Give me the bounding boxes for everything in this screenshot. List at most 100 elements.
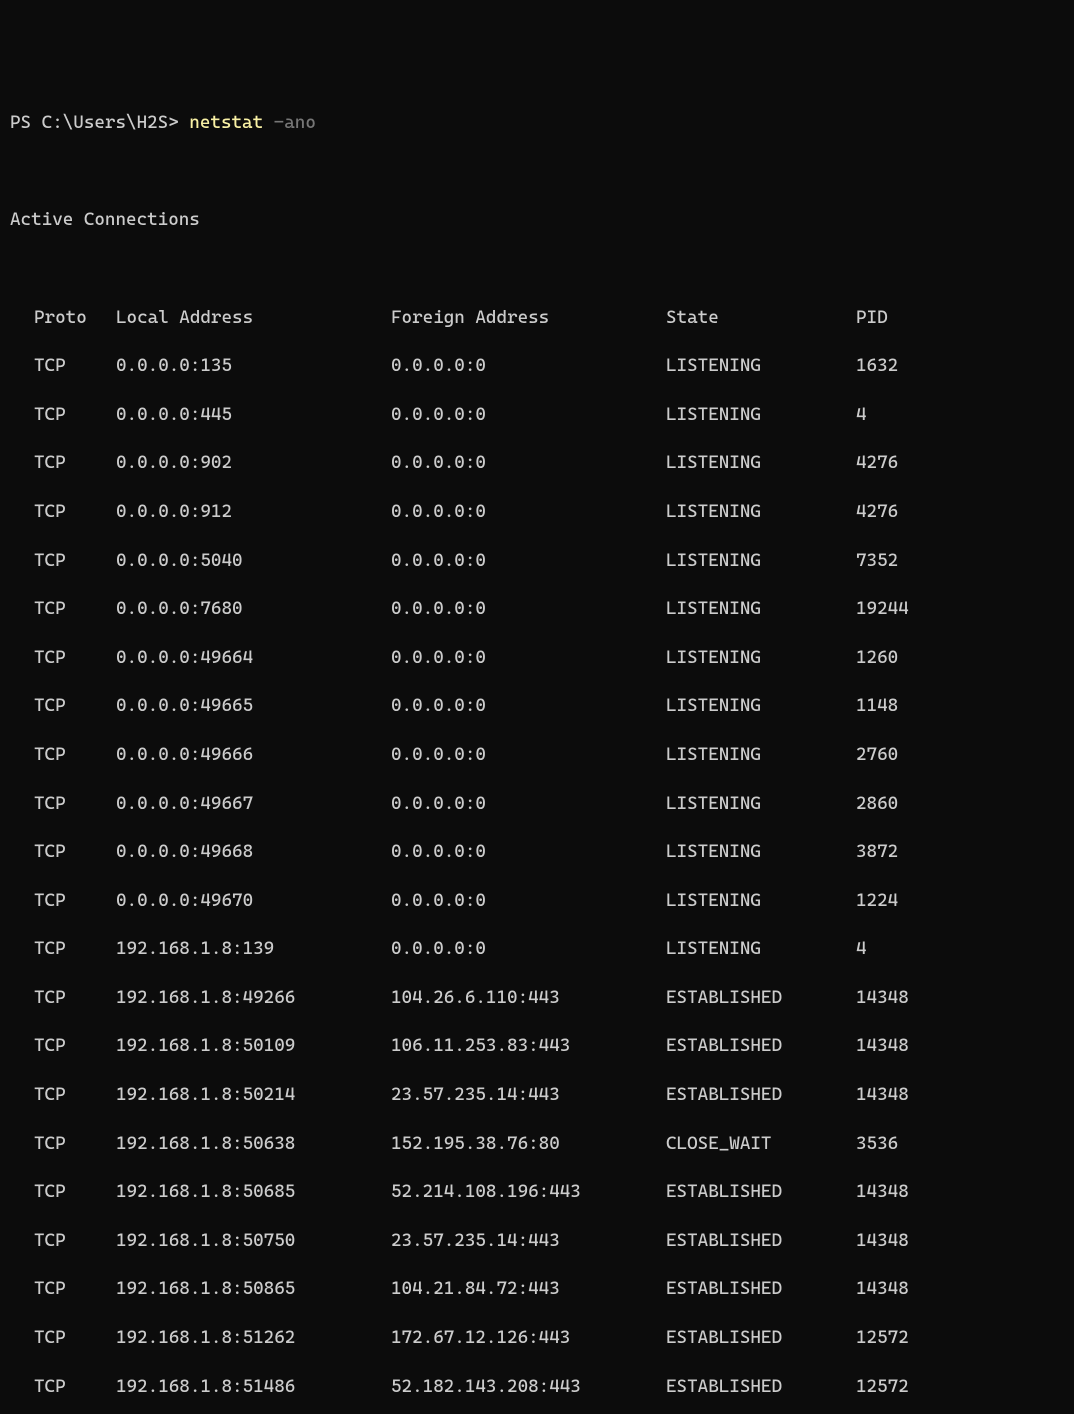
blank-line bbox=[10, 160, 1064, 184]
cell-local-address: 192.168.1.8:51262 bbox=[116, 1326, 391, 1350]
cell-local-address: 0.0.0.0:912 bbox=[116, 500, 391, 524]
cell-foreign-address: 172.67.12.126:443 bbox=[391, 1326, 666, 1350]
header-local: Local Address bbox=[116, 306, 391, 330]
cell-pid: 4276 bbox=[856, 451, 898, 475]
cell-local-address: 192.168.1.8:50750 bbox=[116, 1229, 391, 1253]
cell-proto: TCP bbox=[34, 354, 116, 378]
cell-foreign-address: 0.0.0.0:0 bbox=[391, 840, 666, 864]
cell-local-address: 0.0.0.0:902 bbox=[116, 451, 391, 475]
cell-pid: 1148 bbox=[856, 694, 898, 718]
table-row: TCP0.0.0.0:496670.0.0.0:0LISTENING2860 bbox=[10, 792, 1064, 816]
cell-proto: TCP bbox=[34, 1326, 116, 1350]
cell-foreign-address: 104.26.6.110:443 bbox=[391, 986, 666, 1010]
header-pid: PID bbox=[856, 306, 888, 330]
cell-state: ESTABLISHED bbox=[666, 1229, 856, 1253]
cell-foreign-address: 0.0.0.0:0 bbox=[391, 549, 666, 573]
cell-local-address: 0.0.0.0:49665 bbox=[116, 694, 391, 718]
table-header-row: ProtoLocal AddressForeign AddressStatePI… bbox=[10, 306, 1064, 330]
cell-state: ESTABLISHED bbox=[666, 1180, 856, 1204]
cell-state: ESTABLISHED bbox=[666, 1326, 856, 1350]
header-state: State bbox=[666, 306, 856, 330]
cell-proto: TCP bbox=[34, 694, 116, 718]
cell-local-address: 0.0.0.0:445 bbox=[116, 403, 391, 427]
cell-proto: TCP bbox=[34, 792, 116, 816]
cell-state: LISTENING bbox=[666, 694, 856, 718]
cell-local-address: 192.168.1.8:139 bbox=[116, 937, 391, 961]
cell-local-address: 192.168.1.8:50638 bbox=[116, 1132, 391, 1156]
table-row: TCP192.168.1.8:50865104.21.84.72:443ESTA… bbox=[10, 1277, 1064, 1301]
cell-local-address: 0.0.0.0:49666 bbox=[116, 743, 391, 767]
table-row: TCP0.0.0.0:4450.0.0.0:0LISTENING4 bbox=[10, 403, 1064, 427]
table-body: TCP0.0.0.0:1350.0.0.0:0LISTENING1632 TCP… bbox=[10, 354, 1064, 1414]
cell-foreign-address: 0.0.0.0:0 bbox=[391, 889, 666, 913]
table-row: TCP0.0.0.0:496650.0.0.0:0LISTENING1148 bbox=[10, 694, 1064, 718]
cell-pid: 14348 bbox=[856, 1229, 909, 1253]
cell-foreign-address: 0.0.0.0:0 bbox=[391, 354, 666, 378]
cell-state: LISTENING bbox=[666, 937, 856, 961]
cell-pid: 2760 bbox=[856, 743, 898, 767]
cell-foreign-address: 52.214.108.196:443 bbox=[391, 1180, 666, 1204]
cell-pid: 7352 bbox=[856, 549, 898, 573]
cell-state: LISTENING bbox=[666, 840, 856, 864]
cell-proto: TCP bbox=[34, 986, 116, 1010]
table-row: TCP0.0.0.0:496700.0.0.0:0LISTENING1224 bbox=[10, 889, 1064, 913]
prompt-line[interactable]: PS C:\Users\H2S> netstat -ano bbox=[10, 111, 1064, 135]
cell-state: LISTENING bbox=[666, 743, 856, 767]
cell-pid: 4 bbox=[856, 403, 867, 427]
section-title: Active Connections bbox=[10, 208, 1064, 232]
table-row: TCP0.0.0.0:9020.0.0.0:0LISTENING4276 bbox=[10, 451, 1064, 475]
table-row: TCP0.0.0.0:1350.0.0.0:0LISTENING1632 bbox=[10, 354, 1064, 378]
table-row: TCP192.168.1.8:51262172.67.12.126:443EST… bbox=[10, 1326, 1064, 1350]
table-row: TCP192.168.1.8:49266104.26.6.110:443ESTA… bbox=[10, 986, 1064, 1010]
cell-pid: 4 bbox=[856, 937, 867, 961]
cell-foreign-address: 0.0.0.0:0 bbox=[391, 597, 666, 621]
cell-local-address: 0.0.0.0:49670 bbox=[116, 889, 391, 913]
cell-pid: 14348 bbox=[856, 1083, 909, 1107]
cell-local-address: 0.0.0.0:49668 bbox=[116, 840, 391, 864]
table-row: TCP192.168.1.8:50109106.11.253.83:443EST… bbox=[10, 1034, 1064, 1058]
cell-pid: 14348 bbox=[856, 1277, 909, 1301]
table-row: TCP0.0.0.0:9120.0.0.0:0LISTENING4276 bbox=[10, 500, 1064, 524]
cell-proto: TCP bbox=[34, 597, 116, 621]
table-row: TCP192.168.1.8:5075023.57.235.14:443ESTA… bbox=[10, 1229, 1064, 1253]
cell-proto: TCP bbox=[34, 1180, 116, 1204]
cell-state: ESTABLISHED bbox=[666, 986, 856, 1010]
cell-local-address: 0.0.0.0:49667 bbox=[116, 792, 391, 816]
cell-local-address: 192.168.1.8:50685 bbox=[116, 1180, 391, 1204]
cell-state: LISTENING bbox=[666, 646, 856, 670]
cell-foreign-address: 23.57.235.14:443 bbox=[391, 1229, 666, 1253]
cell-proto: TCP bbox=[34, 1083, 116, 1107]
cell-state: LISTENING bbox=[666, 889, 856, 913]
cell-foreign-address: 0.0.0.0:0 bbox=[391, 694, 666, 718]
cell-pid: 1224 bbox=[856, 889, 898, 913]
cell-proto: TCP bbox=[34, 840, 116, 864]
header-proto: Proto bbox=[34, 306, 116, 330]
table-row: TCP0.0.0.0:496680.0.0.0:0LISTENING3872 bbox=[10, 840, 1064, 864]
cell-state: LISTENING bbox=[666, 549, 856, 573]
cell-foreign-address: 0.0.0.0:0 bbox=[391, 743, 666, 767]
cell-foreign-address: 23.57.235.14:443 bbox=[391, 1083, 666, 1107]
cell-proto: TCP bbox=[34, 889, 116, 913]
table-row: TCP192.168.1.8:1390.0.0.0:0LISTENING4 bbox=[10, 937, 1064, 961]
cell-proto: TCP bbox=[34, 937, 116, 961]
cell-pid: 3872 bbox=[856, 840, 898, 864]
cell-pid: 2860 bbox=[856, 792, 898, 816]
table-row: TCP192.168.1.8:50638152.195.38.76:80CLOS… bbox=[10, 1132, 1064, 1156]
cell-state: ESTABLISHED bbox=[666, 1083, 856, 1107]
cell-local-address: 0.0.0.0:7680 bbox=[116, 597, 391, 621]
cell-foreign-address: 52.182.143.208:443 bbox=[391, 1375, 666, 1399]
cell-foreign-address: 0.0.0.0:0 bbox=[391, 451, 666, 475]
cell-state: ESTABLISHED bbox=[666, 1277, 856, 1301]
cell-local-address: 192.168.1.8:50109 bbox=[116, 1034, 391, 1058]
table-row: TCP0.0.0.0:496640.0.0.0:0LISTENING1260 bbox=[10, 646, 1064, 670]
table-row: TCP192.168.1.8:5148652.182.143.208:443ES… bbox=[10, 1375, 1064, 1399]
blank-line bbox=[10, 257, 1064, 281]
cell-proto: TCP bbox=[34, 403, 116, 427]
cell-proto: TCP bbox=[34, 1132, 116, 1156]
cell-pid: 19244 bbox=[856, 597, 909, 621]
cell-proto: TCP bbox=[34, 451, 116, 475]
cell-foreign-address: 0.0.0.0:0 bbox=[391, 500, 666, 524]
cell-foreign-address: 0.0.0.0:0 bbox=[391, 403, 666, 427]
cell-pid: 12572 bbox=[856, 1326, 909, 1350]
table-row: TCP192.168.1.8:5068552.214.108.196:443ES… bbox=[10, 1180, 1064, 1204]
